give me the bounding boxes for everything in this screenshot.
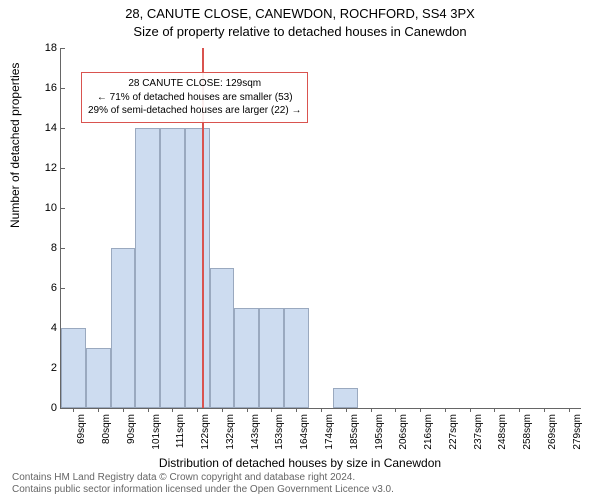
histogram-bar — [333, 388, 358, 408]
histogram-bar — [259, 308, 284, 408]
plot-area: 02468101214161869sqm80sqm90sqm101sqm111s… — [60, 48, 581, 409]
footer-line: Contains HM Land Registry data © Crown c… — [12, 472, 394, 484]
x-tick-mark — [470, 408, 471, 412]
x-tick-label: 122sqm — [200, 414, 211, 450]
x-tick-label: 279sqm — [572, 414, 583, 450]
annotation-line: 29% of semi-detached houses are larger (… — [88, 104, 301, 118]
y-tick: 14 — [29, 122, 61, 134]
x-tick-mark — [519, 408, 520, 412]
y-tick: 18 — [29, 42, 61, 54]
x-tick-label: 174sqm — [324, 414, 335, 450]
x-tick-mark — [172, 408, 173, 412]
annotation-line: 28 CANUTE CLOSE: 129sqm — [88, 77, 301, 91]
y-tick: 2 — [29, 362, 61, 374]
x-tick-mark — [271, 408, 272, 412]
histogram-bar — [61, 328, 86, 408]
y-tick: 6 — [29, 282, 61, 294]
x-tick-label: 164sqm — [299, 414, 310, 450]
histogram-bar — [284, 308, 309, 408]
y-tick: 12 — [29, 162, 61, 174]
x-tick-label: 80sqm — [101, 414, 112, 444]
x-tick-mark — [98, 408, 99, 412]
x-tick-label: 195sqm — [374, 414, 385, 450]
x-tick-mark — [321, 408, 322, 412]
annotation-line: ← 71% of detached houses are smaller (53… — [88, 91, 301, 105]
x-tick-mark — [569, 408, 570, 412]
chart-subtitle: Size of property relative to detached ho… — [0, 24, 600, 39]
footer-line: Contains public sector information licen… — [12, 484, 394, 496]
annotation-box: 28 CANUTE CLOSE: 129sqm← 71% of detached… — [81, 72, 308, 123]
x-tick-label: 237sqm — [473, 414, 484, 450]
x-tick-mark — [371, 408, 372, 412]
x-tick-mark — [494, 408, 495, 412]
x-tick-mark — [197, 408, 198, 412]
histogram-bar — [86, 348, 111, 408]
x-tick-label: 143sqm — [250, 414, 261, 450]
x-tick-label: 269sqm — [547, 414, 558, 450]
x-tick-label: 216sqm — [423, 414, 434, 450]
y-tick: 10 — [29, 202, 61, 214]
y-tick: 16 — [29, 82, 61, 94]
chart-container: 28, CANUTE CLOSE, CANEWDON, ROCHFORD, SS… — [0, 0, 600, 500]
histogram-bar — [210, 268, 235, 408]
y-tick: 0 — [29, 402, 61, 414]
histogram-bar — [135, 128, 160, 408]
x-tick-mark — [73, 408, 74, 412]
footer-attribution: Contains HM Land Registry data © Crown c… — [12, 472, 394, 496]
x-tick-label: 258sqm — [522, 414, 533, 450]
y-tick: 4 — [29, 322, 61, 334]
y-tick: 8 — [29, 242, 61, 254]
x-tick-mark — [544, 408, 545, 412]
histogram-bar — [185, 128, 210, 408]
histogram-bar — [111, 248, 136, 408]
x-tick-label: 90sqm — [126, 414, 137, 444]
x-tick-label: 185sqm — [349, 414, 360, 450]
x-tick-mark — [222, 408, 223, 412]
x-tick-mark — [395, 408, 396, 412]
x-tick-mark — [148, 408, 149, 412]
x-tick-label: 153sqm — [274, 414, 285, 450]
x-tick-label: 111sqm — [175, 414, 186, 448]
x-tick-label: 69sqm — [76, 414, 87, 444]
x-tick-label: 101sqm — [151, 414, 162, 450]
histogram-bar — [160, 128, 185, 408]
x-tick-mark — [123, 408, 124, 412]
x-axis-label: Distribution of detached houses by size … — [0, 456, 600, 470]
histogram-bar — [234, 308, 259, 408]
x-tick-mark — [420, 408, 421, 412]
x-tick-mark — [346, 408, 347, 412]
chart-title: 28, CANUTE CLOSE, CANEWDON, ROCHFORD, SS… — [0, 6, 600, 21]
x-tick-mark — [445, 408, 446, 412]
x-tick-label: 206sqm — [398, 414, 409, 450]
x-tick-mark — [296, 408, 297, 412]
y-axis-label: Number of detached properties — [8, 63, 22, 228]
x-tick-label: 132sqm — [225, 414, 236, 450]
x-tick-label: 227sqm — [448, 414, 459, 450]
x-tick-label: 248sqm — [497, 414, 508, 450]
x-tick-mark — [247, 408, 248, 412]
